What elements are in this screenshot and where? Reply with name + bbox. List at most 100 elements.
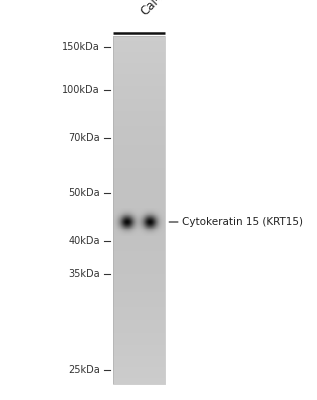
Bar (158, 214, 159, 215)
Bar (133, 232, 134, 233)
Bar (128, 216, 129, 217)
Bar (134, 222, 135, 223)
Bar (163, 233, 164, 234)
Bar (126, 208, 127, 209)
Bar (156, 235, 157, 236)
Bar (139, 224, 140, 225)
Bar (120, 218, 121, 219)
Bar (151, 226, 152, 227)
Bar (113, 366, 165, 368)
Bar (155, 212, 156, 213)
Bar (134, 214, 135, 215)
Bar (124, 232, 125, 233)
Bar (116, 208, 117, 209)
Bar (124, 214, 125, 215)
Bar (115, 218, 116, 219)
Bar (116, 227, 117, 228)
Bar (157, 232, 158, 233)
Bar (113, 257, 165, 259)
Bar (134, 226, 135, 227)
Bar (116, 226, 117, 227)
Bar (123, 233, 124, 234)
Bar (136, 229, 137, 230)
Bar (163, 229, 164, 230)
Bar (124, 227, 125, 228)
Bar (114, 235, 115, 236)
Bar (126, 227, 127, 228)
Bar (162, 223, 163, 224)
Bar (113, 156, 165, 158)
Bar (117, 221, 118, 222)
Bar (113, 166, 165, 167)
Bar (148, 221, 149, 222)
Bar (121, 227, 122, 228)
Bar (130, 210, 131, 211)
Bar (113, 137, 165, 138)
Bar (156, 218, 157, 219)
Bar (161, 210, 162, 211)
Bar (162, 217, 163, 218)
Bar (144, 230, 145, 231)
Bar (138, 218, 139, 219)
Bar (140, 231, 141, 232)
Bar (145, 226, 146, 227)
Bar (153, 235, 154, 236)
Bar (144, 229, 145, 230)
Bar (149, 229, 150, 230)
Bar (113, 218, 114, 219)
Bar (138, 226, 139, 227)
Bar (152, 209, 153, 210)
Bar (141, 227, 142, 228)
Bar (117, 218, 118, 219)
Bar (157, 215, 158, 216)
Bar (131, 209, 132, 210)
Bar (131, 221, 132, 222)
Bar (146, 218, 147, 219)
Bar (122, 210, 123, 211)
Bar (142, 221, 143, 222)
Bar (113, 208, 114, 209)
Bar (125, 218, 126, 219)
Bar (154, 224, 155, 225)
Bar (147, 229, 148, 230)
Bar (157, 223, 158, 224)
Bar (113, 258, 165, 260)
Bar (145, 215, 146, 216)
Bar (154, 232, 155, 233)
Bar (137, 211, 138, 212)
Bar (113, 228, 114, 229)
Bar (130, 221, 131, 222)
Bar (127, 225, 128, 226)
Bar (122, 220, 123, 221)
Bar (155, 218, 156, 219)
Bar (130, 221, 131, 222)
Bar (113, 145, 165, 146)
Bar (152, 218, 153, 219)
Bar (163, 212, 164, 213)
Bar (147, 235, 148, 236)
Bar (154, 213, 155, 214)
Bar (143, 210, 144, 211)
Bar (137, 225, 138, 226)
Bar (114, 221, 115, 222)
Bar (116, 224, 117, 225)
Bar (155, 214, 156, 215)
Bar (158, 231, 159, 232)
Bar (113, 267, 165, 268)
Bar (155, 210, 156, 211)
Bar (124, 209, 125, 210)
Bar (113, 343, 165, 344)
Bar (130, 226, 131, 227)
Bar (147, 210, 148, 211)
Bar (138, 221, 139, 222)
Bar (113, 316, 165, 318)
Bar (130, 224, 131, 225)
Bar (121, 210, 122, 211)
Bar (135, 210, 136, 211)
Bar (131, 212, 132, 213)
Bar (141, 223, 142, 224)
Bar (143, 221, 144, 222)
Bar (113, 209, 114, 210)
Bar (157, 222, 158, 223)
Bar (125, 227, 126, 228)
